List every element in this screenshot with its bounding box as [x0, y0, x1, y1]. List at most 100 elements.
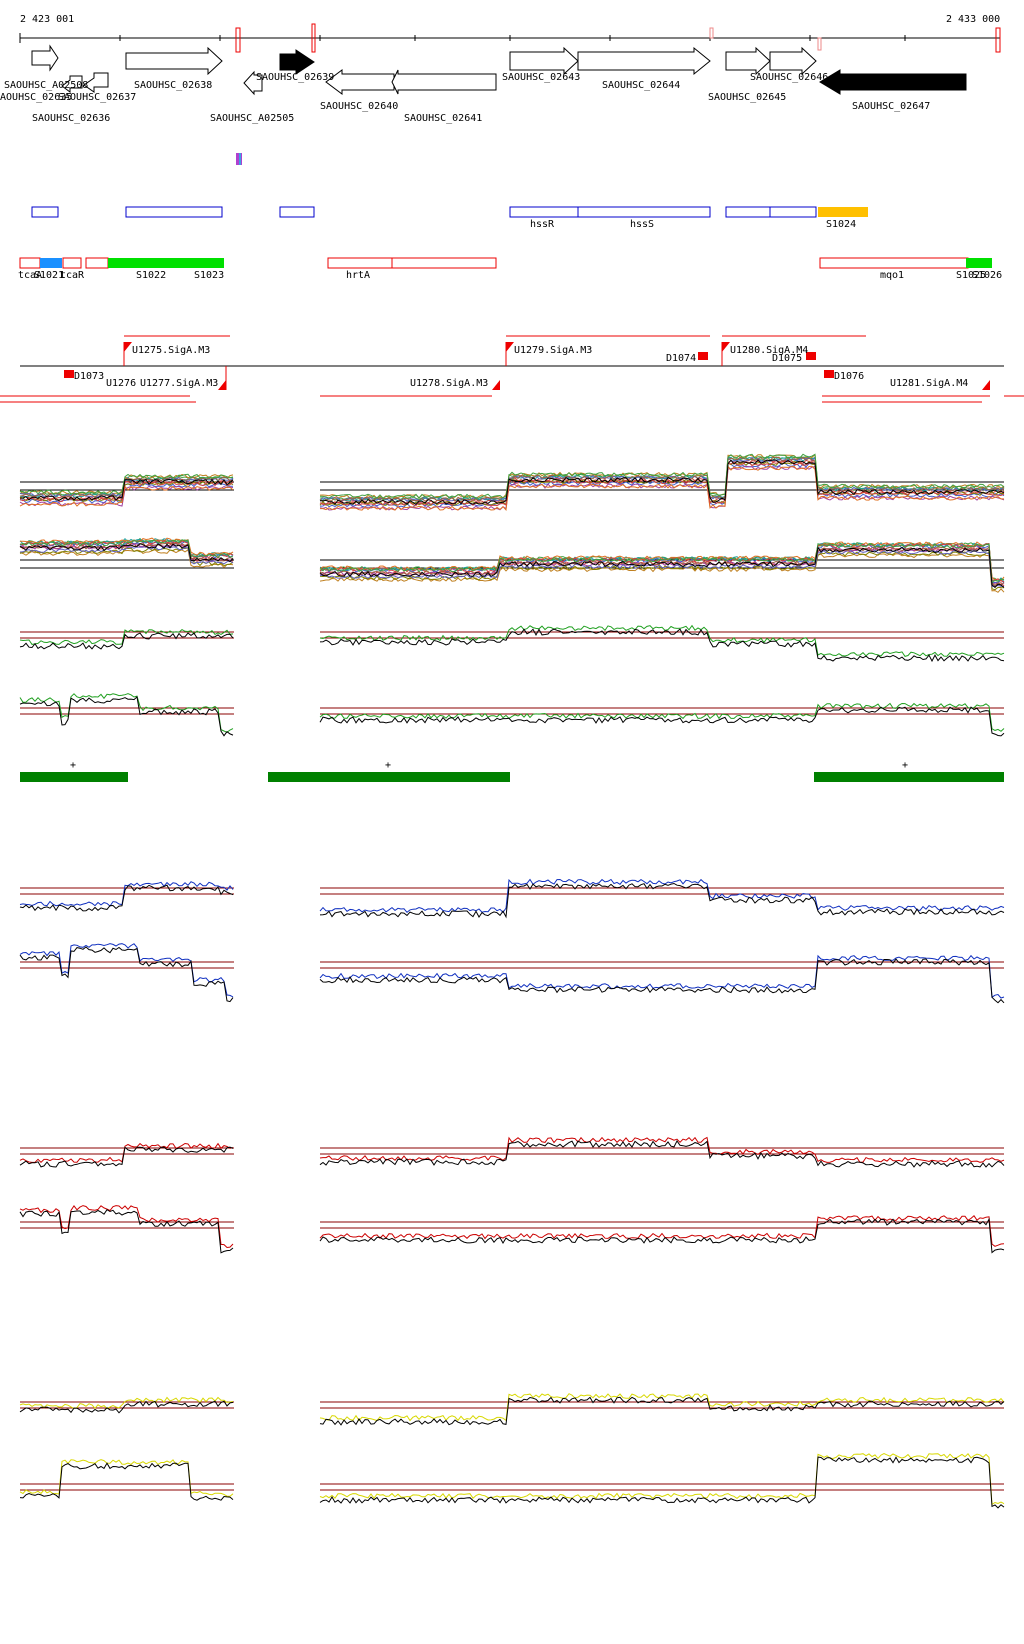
feature-label: S1025: [956, 270, 986, 281]
gene-arrow[interactable]: [279, 49, 315, 75]
expression-profile: [319, 546, 1005, 587]
promoter-label: U1276: [106, 378, 136, 389]
expression-profile: [319, 1453, 1005, 1506]
expression-profile: [320, 465, 1004, 512]
gene-arrow[interactable]: [61, 75, 83, 93]
feature-label: S1023: [194, 270, 224, 281]
feature-label: tcaA: [18, 270, 42, 281]
expression-profile: [319, 706, 1005, 737]
gene-arrow[interactable]: [391, 69, 497, 95]
expression-profile: [19, 1146, 234, 1168]
promoter-label: U1278.SigA.M3: [410, 378, 488, 389]
gene-arrow[interactable]: [243, 70, 263, 96]
expression-profile: [319, 465, 1005, 511]
gene-arrow[interactable]: [83, 72, 109, 93]
expression-profile: [19, 1462, 234, 1501]
gene-track: SAOUHSC_A02508 SAOUHSC_02635 SAOUHSC_026…: [0, 44, 967, 124]
expression-profile: [19, 543, 234, 563]
expression-profile: [319, 878, 1005, 914]
expression-profile: [19, 545, 234, 565]
ruler-end-label: 2 433 000: [946, 14, 1000, 25]
expression-profile: [19, 1142, 234, 1164]
expression-profile: [319, 958, 1005, 1004]
strand-mark: +: [70, 760, 76, 771]
gene-label: SAOUHSC_A02505: [210, 113, 294, 124]
gene-label: SAOUHSC_02636: [32, 113, 110, 124]
terminator-label: D1076: [834, 371, 864, 382]
expression-profile: [19, 943, 234, 998]
expression-profile: [19, 485, 234, 507]
expression-profile: [19, 884, 234, 912]
red-feature-track: tcaA S1021 tcaR S1022 S1023 hrtA mqo1 S1…: [18, 257, 1002, 281]
expression-profile: [19, 696, 234, 737]
expression-profile: [19, 946, 234, 1003]
strand-segment: [20, 772, 128, 782]
expression-profile: [319, 882, 1005, 919]
expression-profile: [319, 546, 1005, 589]
expression-profile: [19, 1400, 234, 1414]
gene-arrow[interactable]: [769, 46, 817, 76]
gene-label: SAOUHSC_02641: [404, 113, 482, 124]
gene-arrow[interactable]: [577, 46, 711, 76]
expression-profile: [19, 628, 234, 645]
promoter-label: U1280.SigA.M4: [730, 345, 808, 356]
expression-profile: [19, 1459, 234, 1497]
promoter-label: U1279.SigA.M3: [514, 345, 592, 356]
expression-profile: [319, 1217, 1005, 1254]
gene-label: SAOUHSC_02638: [134, 80, 212, 91]
gene-label: SAOUHSC_02635: [0, 92, 72, 103]
gene-label: SAOUHSC_02640: [320, 101, 398, 112]
ruler-start-label: 2 423 001: [20, 14, 74, 25]
strand-segment-track: + + +: [20, 760, 1004, 782]
expression-profile: [319, 1136, 1005, 1163]
promoter-label: U1275.SigA.M3: [132, 345, 210, 356]
promoter-label: U1277.SigA.M3: [140, 378, 218, 389]
gene-arrow[interactable]: [819, 69, 967, 95]
expression-profile: [19, 693, 234, 733]
gene-arrow[interactable]: [509, 46, 579, 76]
gene-label: SAOUHSC_02637: [58, 92, 136, 103]
gene-label: SAOUHSC_A02508: [4, 80, 88, 91]
blue-feature-track: hssR hssS S1024: [31, 206, 868, 230]
expression-profile: [19, 548, 234, 569]
expression-profile: [319, 702, 1005, 732]
expression-profile: [19, 881, 234, 907]
expression-profile: [19, 1396, 234, 1410]
gene-label: SAOUHSC_02644: [602, 80, 680, 91]
expression-profile: [19, 481, 234, 503]
expression-profile: [319, 551, 1005, 591]
strand-mark: +: [902, 760, 908, 771]
gene-arrow[interactable]: [325, 69, 395, 95]
coordinate-ruler: 2 423 001 2 433 000: [19, 14, 1001, 53]
feature-label: S1022: [136, 270, 166, 281]
gene-arrow[interactable]: [31, 44, 59, 72]
promoter-track: U1275.SigA.M3 U1276 U1277.SigA.M3 U1278.…: [0, 335, 1024, 403]
gene-label: SAOUHSC_02646: [750, 72, 828, 83]
expression-profile: [19, 473, 234, 495]
terminator-label: D1075: [772, 353, 802, 364]
strand-segment: [814, 772, 1004, 782]
feature-label: hssS: [630, 219, 654, 230]
expression-profile: [319, 628, 1005, 663]
expression-profile: [19, 539, 233, 559]
gene-arrow[interactable]: [725, 46, 771, 76]
expression-profile: [319, 453, 1005, 499]
feature-label: hssR: [530, 219, 555, 230]
gene-label: SAOUHSC_02639: [256, 72, 334, 83]
expression-profile: [19, 1209, 234, 1254]
feature-label: tcaR: [60, 270, 85, 281]
expression-profile: [19, 478, 234, 501]
gene-label: SAOUHSC_02647: [852, 101, 930, 112]
expression-profile: [319, 624, 1005, 657]
expression-profile: [319, 459, 1005, 505]
strand-segment: [268, 772, 510, 782]
gene-arrow[interactable]: [125, 46, 223, 76]
expression-profile: [319, 1456, 1005, 1509]
feature-label: S1021: [34, 270, 64, 281]
expression-profile: [319, 1396, 1005, 1426]
expression-profile: [319, 542, 1005, 584]
strand-mark: +: [385, 760, 391, 771]
gene-label: SAOUHSC_02645: [708, 92, 786, 103]
terminator-label: D1074: [666, 353, 696, 364]
